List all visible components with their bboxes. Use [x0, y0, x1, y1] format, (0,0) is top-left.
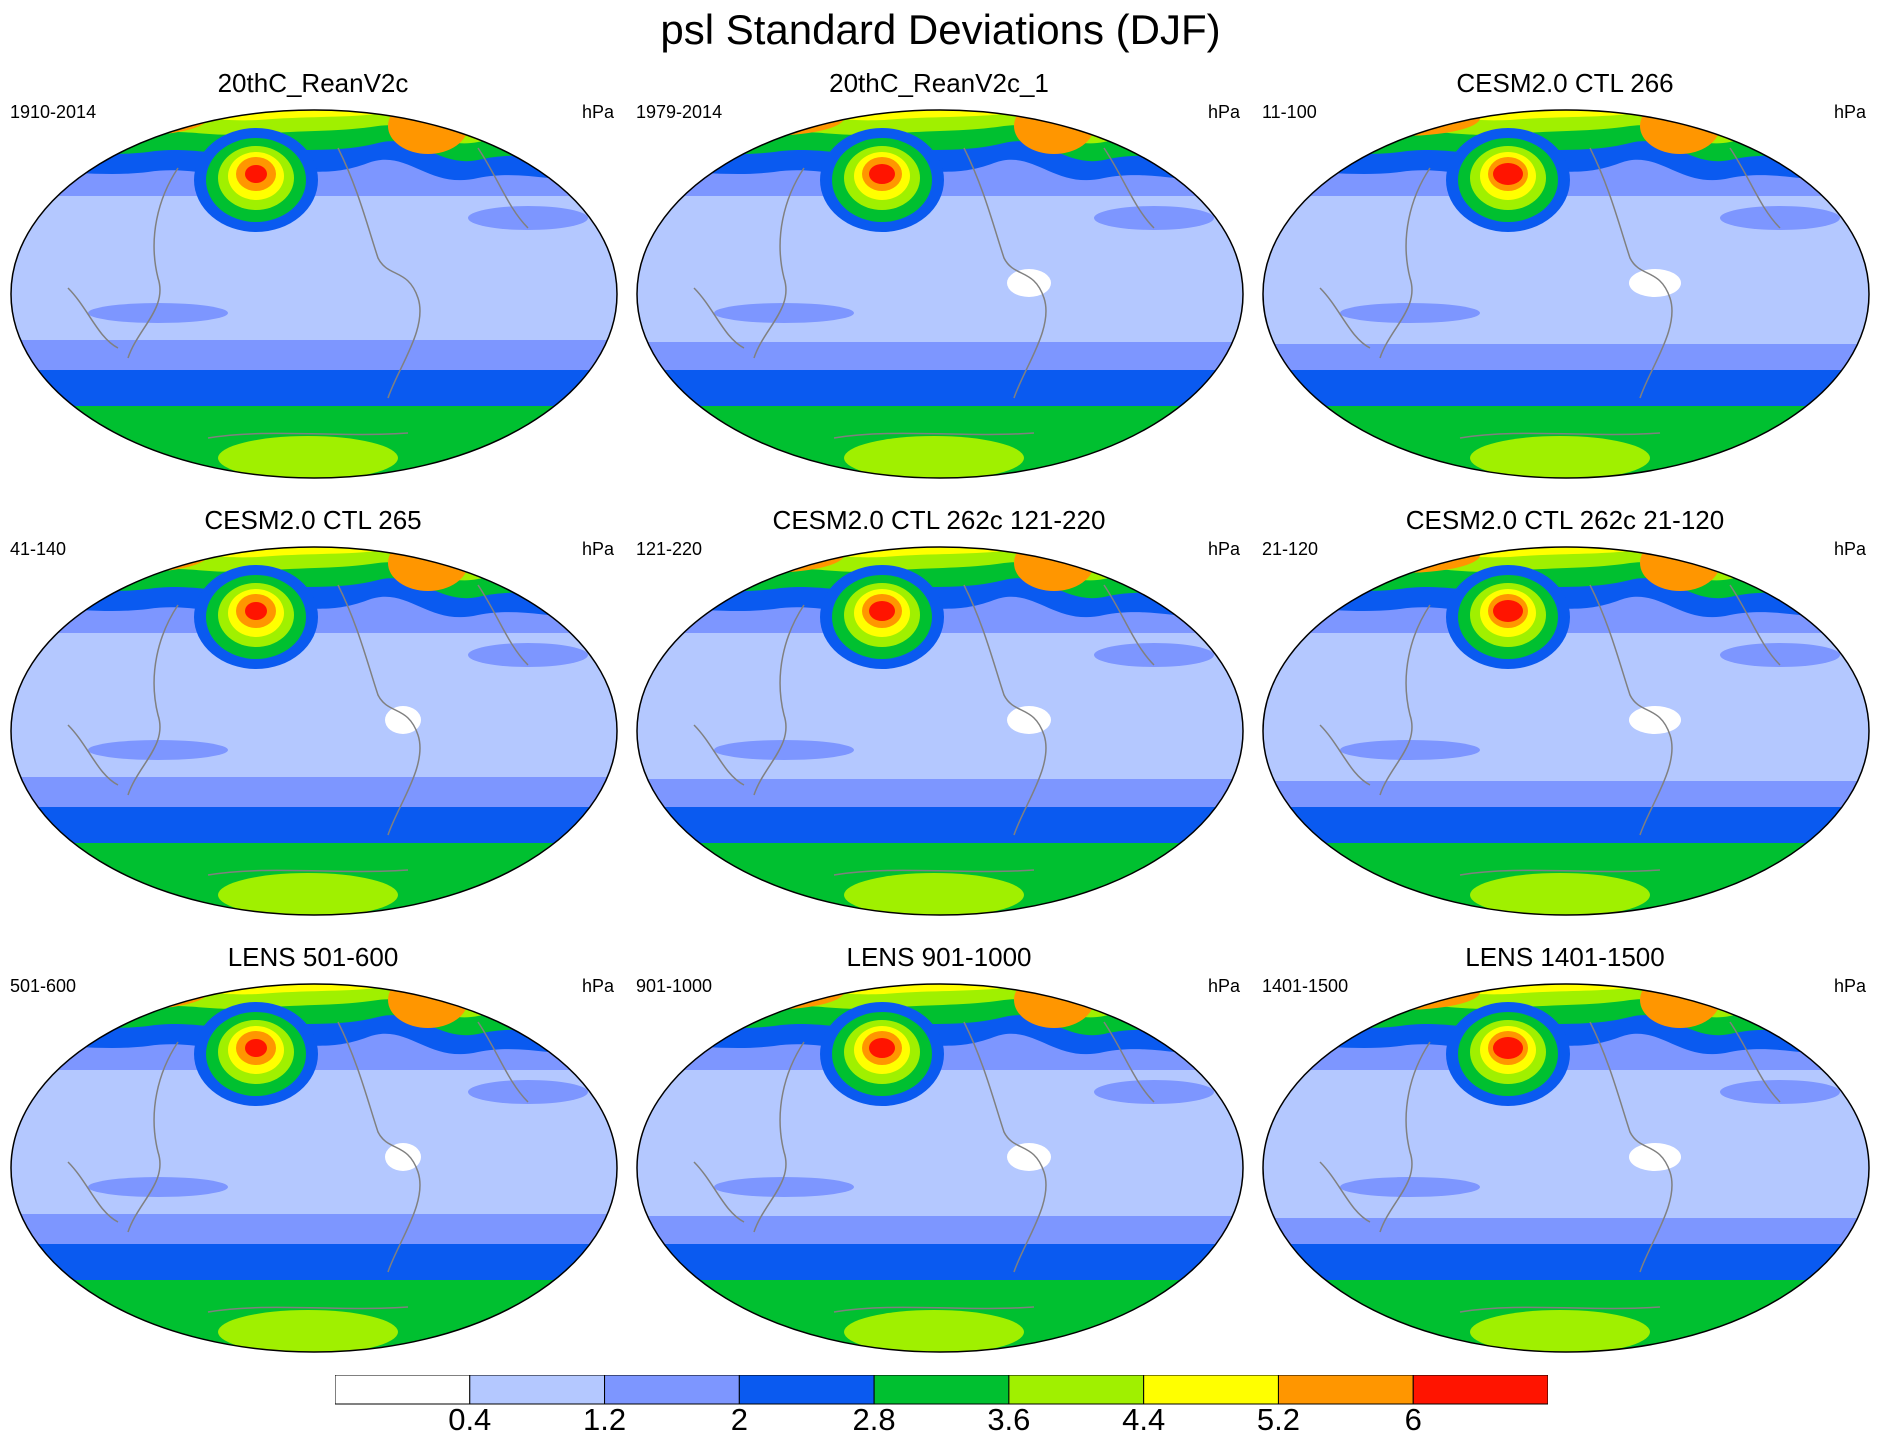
map-panel: LENS 501-600 501-600 hPa: [0, 942, 626, 1353]
panel-year-range: 1979-2014: [636, 102, 723, 122]
colorbar-tick-label: 2: [730, 1402, 748, 1437]
panel-year-range: 1401-1500: [1262, 976, 1349, 996]
map-panel: CESM2.0 CTL 262c 121-220 121-220 hPa: [626, 505, 1252, 916]
panel-units: hPa: [1833, 102, 1866, 122]
panel-year-range: 501-600: [10, 976, 77, 996]
panel-units: hPa: [581, 539, 614, 559]
panel-units: hPa: [581, 102, 614, 122]
colorbar-tick-label: 2.8: [852, 1402, 896, 1437]
panel-title: 20thC_ReanV2c_1: [829, 68, 1049, 98]
map-plot: [1262, 546, 1870, 916]
panel-units: hPa: [1833, 539, 1866, 559]
colorbar: [335, 1375, 1548, 1405]
panel-year-range: 41-140: [10, 539, 67, 559]
colorbar-swatch: [335, 1375, 471, 1405]
panel-year-range: 901-1000: [636, 976, 713, 996]
panel-year-range: 21-120: [1262, 539, 1319, 559]
colorbar-tick-label: 3.6: [987, 1402, 1031, 1437]
panel-title: CESM2.0 CTL 262c 21-120: [1405, 505, 1725, 535]
colorbar-tick-label: 5.2: [1256, 1402, 1300, 1437]
colorbar-swatch: [469, 1375, 606, 1405]
map-plot: [10, 983, 618, 1353]
panel-units: hPa: [1207, 102, 1240, 122]
panel-title: LENS 1401-1500: [1465, 942, 1665, 972]
map-plot: [10, 546, 618, 916]
panel-title: LENS 501-600: [227, 942, 399, 972]
map-panel: CESM2.0 CTL 262c 21-120 21-120 hPa: [1252, 505, 1878, 916]
map-panel: CESM2.0 CTL 266 11-100 hPa: [1252, 68, 1878, 479]
map-panel: 20thC_ReanV2c 1910-2014 hPa: [0, 68, 626, 479]
colorbar-tick-label: 6: [1404, 1402, 1422, 1437]
panel-title: LENS 901-1000: [846, 942, 1032, 972]
colorbar-swatch: [1143, 1375, 1279, 1405]
map-plot: [636, 109, 1244, 479]
panel-year-range: 1910-2014: [10, 102, 97, 122]
colorbar-tick-label: 4.4: [1122, 1402, 1166, 1437]
map-plot: [1262, 109, 1870, 479]
map-panel: LENS 901-1000 901-1000 hPa: [626, 942, 1252, 1353]
panel-title: 20thC_ReanV2c: [217, 68, 409, 98]
colorbar-swatch: [1412, 1375, 1548, 1405]
panel-units: hPa: [1207, 976, 1240, 996]
map-plot: [636, 546, 1244, 916]
map-panel: LENS 1401-1500 1401-1500 hPa: [1252, 942, 1878, 1353]
figure-title: psl Standard Deviations (DJF): [660, 6, 1221, 53]
map-panel: CESM2.0 CTL 265 41-140 hPa: [0, 505, 626, 916]
map-plot: [636, 983, 1244, 1353]
panel-units: hPa: [1833, 976, 1866, 996]
panel-units: hPa: [1207, 539, 1240, 559]
map-plot: [1262, 983, 1870, 1353]
panel-title: CESM2.0 CTL 262c 121-220: [772, 505, 1106, 535]
colorbar-swatch: [604, 1375, 740, 1405]
map-panel: 20thC_ReanV2c_1 1979-2014 hPa: [626, 68, 1252, 479]
panel-title: CESM2.0 CTL 265: [204, 505, 422, 535]
panel-title: CESM2.0 CTL 266: [1456, 68, 1674, 98]
map-plot: [10, 109, 618, 479]
panel-year-range: 11-100: [1262, 102, 1317, 122]
colorbar-swatch: [873, 1375, 1010, 1405]
colorbar-tick-label: 1.2: [582, 1402, 627, 1437]
panel-year-range: 121-220: [636, 539, 703, 559]
colorbar-tick-label: 0.4: [448, 1402, 492, 1437]
colorbar-swatch: [738, 1375, 875, 1405]
panel-units: hPa: [581, 976, 614, 996]
colorbar-swatch: [1008, 1375, 1145, 1405]
colorbar-swatch: [1277, 1375, 1414, 1405]
